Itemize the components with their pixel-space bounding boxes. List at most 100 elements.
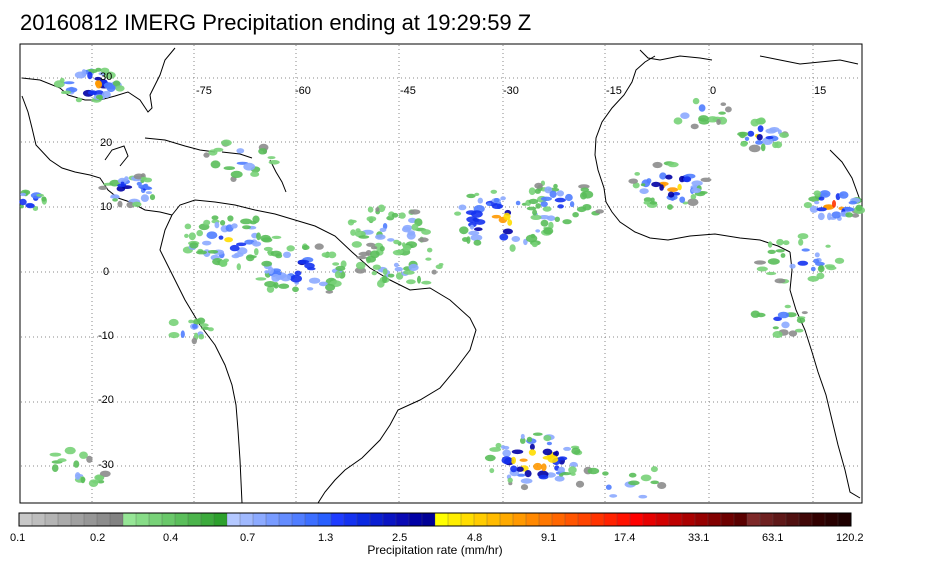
colorbar-swatch: [109, 512, 124, 527]
precip-cell: [87, 90, 97, 95]
precip-cell: [519, 458, 528, 462]
precip-cell: [474, 227, 483, 232]
precip-cell: [578, 184, 590, 189]
precip-cell: [500, 196, 506, 201]
precip-cell: [540, 196, 553, 201]
precip-cell: [535, 203, 541, 209]
precip-cell: [382, 275, 388, 284]
precip-cell: [32, 206, 39, 211]
colorbar-swatch: [174, 512, 189, 527]
precip-cell: [36, 193, 44, 197]
precip-cell: [659, 172, 667, 180]
precip-cell: [25, 203, 35, 209]
precip-cell: [782, 240, 790, 246]
precip-cell: [803, 202, 813, 209]
precip-cell: [192, 323, 198, 329]
precip-cell: [533, 462, 543, 471]
precip-cell: [203, 152, 210, 158]
precip-cell: [756, 266, 768, 272]
precip-cell: [213, 147, 224, 152]
precip-cell: [491, 214, 502, 219]
precip-cell: [237, 247, 248, 255]
precip-cell: [650, 480, 659, 485]
precip-cell: [562, 219, 572, 225]
precip-cell: [757, 117, 766, 125]
precip-cell: [556, 190, 564, 197]
precip-cell: [261, 260, 273, 267]
colorbar-swatch: [837, 512, 852, 527]
precip-cell: [302, 245, 310, 250]
precip-cell: [813, 258, 820, 264]
coast-south-america: [171, 199, 477, 504]
precip-cell: [377, 204, 386, 213]
latitude-labels: 30 20 10 0 -10 -20 -30: [98, 71, 114, 471]
precip-cell: [659, 184, 664, 191]
precip-cell: [495, 442, 502, 449]
precip-cell: [765, 271, 777, 276]
precip-cell: [371, 271, 377, 276]
colorbar-swatch: [499, 512, 514, 527]
precip-cell: [417, 237, 429, 243]
precip-cell: [350, 229, 356, 236]
precip-cell: [20, 192, 27, 197]
precip-cell: [366, 216, 377, 222]
map-title: 20160812 IMERG Precipitation ending at 1…: [20, 10, 532, 35]
precip-cell: [532, 432, 543, 436]
precip-cell: [817, 212, 825, 221]
precip-cell: [110, 195, 120, 199]
precip-cell: [796, 317, 806, 324]
colorbar-tick: 0.7: [240, 532, 255, 544]
precip-cell: [507, 477, 513, 483]
precip-cell: [294, 270, 302, 276]
precip-cell: [189, 242, 199, 249]
colorbar-swatch: [616, 512, 631, 527]
precip-cell: [140, 194, 149, 203]
precip-cell: [356, 255, 368, 260]
colorbar-swatch: [83, 512, 98, 527]
precip-cell: [220, 220, 226, 226]
precip-cell: [667, 204, 673, 210]
precip-cell: [767, 249, 776, 254]
precip-cell: [788, 330, 798, 337]
precip-cell: [794, 328, 804, 333]
precip-cell: [421, 280, 432, 285]
precip-cell: [595, 209, 604, 214]
colorbar-tick: 120.2: [836, 532, 864, 544]
precip-cell: [552, 451, 558, 456]
precip-cell: [554, 475, 565, 482]
precip-cell: [814, 200, 820, 205]
precip-cell: [563, 446, 572, 451]
precip-cell: [144, 186, 153, 190]
precip-cell: [280, 274, 292, 282]
colorbar-swatch: [317, 512, 332, 527]
precip-cell: [466, 216, 478, 223]
precip-cell: [240, 218, 253, 225]
colorbar-swatch: [135, 512, 150, 527]
precip-cell: [458, 204, 467, 211]
precip-cell: [252, 241, 262, 247]
precip-cell: [367, 206, 374, 213]
coast-east: [829, 149, 861, 201]
precip-cell: [180, 330, 185, 339]
precip-cell: [673, 117, 683, 125]
precip-cell: [634, 172, 640, 176]
precip-cell: [112, 198, 118, 202]
precip-cell: [220, 260, 228, 267]
precip-cell: [777, 311, 790, 319]
precip-cell: [261, 237, 273, 243]
precip-cell: [41, 196, 47, 202]
precip-cell: [529, 443, 535, 451]
precip-cell: [466, 193, 476, 199]
precip-cell: [80, 476, 86, 484]
lat-label: -10: [98, 330, 114, 342]
precip-cell: [132, 201, 142, 207]
precip-cell: [115, 85, 125, 92]
precip-cell: [207, 327, 214, 332]
colorbar-swatch: [330, 512, 345, 527]
colorbar-swatch: [252, 512, 267, 527]
precip-cell: [143, 177, 153, 183]
precip-cell: [528, 187, 536, 195]
precip-cell: [797, 233, 809, 240]
precip-cell: [290, 274, 302, 283]
